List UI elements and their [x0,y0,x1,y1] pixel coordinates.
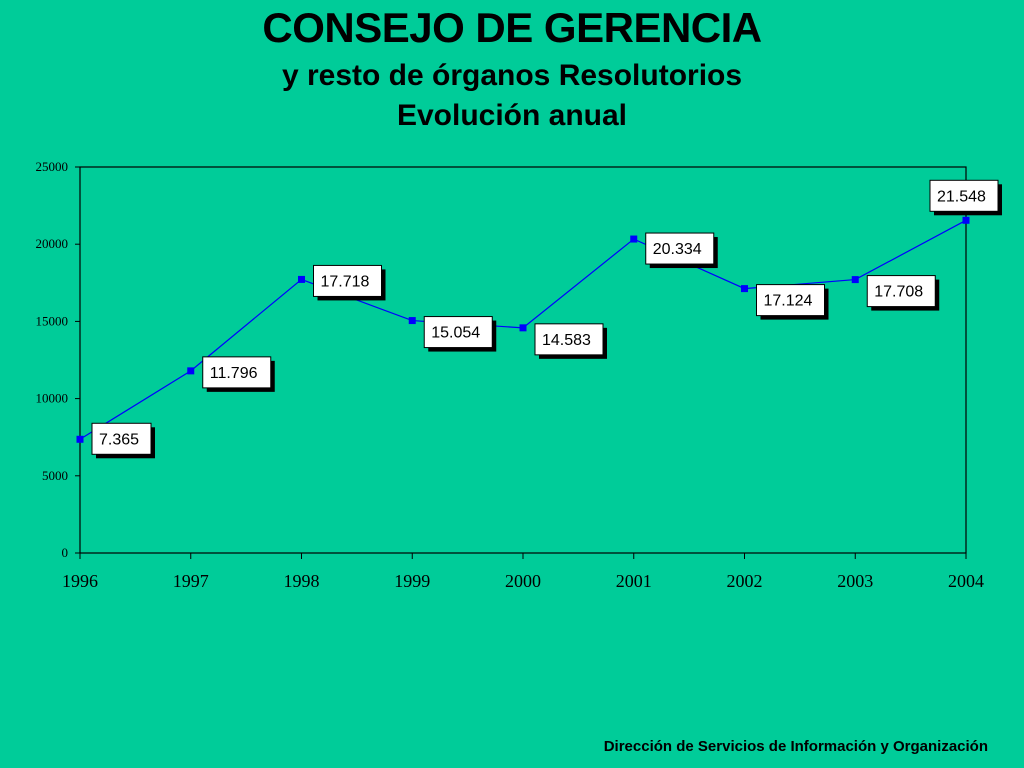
data-label-background [756,284,825,317]
data-label: 7.365 [99,431,139,448]
x-tick-label: 2003 [837,571,873,591]
data-label-box: 17.718 [313,264,386,301]
data-point-marker [519,324,527,332]
data-point-marker [187,367,195,375]
data-label-box: 20.334 [645,232,718,269]
y-tick-label: 15000 [36,313,69,328]
data-point-marker [851,276,859,284]
y-tick-label: 20000 [36,236,69,251]
x-tick-label: 2001 [616,571,652,591]
data-point-marker [630,235,638,243]
x-axis: 1996 1997 1998 1999 2000 2001 2002 2003 2004 [62,553,984,591]
chart-title: CONSEJO DE GERENCIA [262,4,762,51]
x-tick-label: 1996 [62,571,98,591]
x-tick-label: 2004 [948,571,984,591]
chart-subtitle-period: Evolución anual [396,99,628,132]
data-point-marker [298,275,305,283]
data-label-box: 15.054 [423,316,497,352]
data-label-background [91,422,152,455]
chart-subtitle: y resto de órganos Resolutorios [281,59,743,92]
footer-credit: Dirección de Servicios de Información y … [603,738,988,755]
x-tick-label: 1997 [173,571,209,591]
x-tick-label: 2000 [505,571,541,591]
data-label-background [866,275,936,308]
x-tick-label: 1999 [394,571,430,591]
data-label: 17.708 [874,284,923,301]
data-label: 17.718 [321,273,370,290]
data-label-box: 17.708 [866,275,940,311]
y-axis: 0 5000 10000 15000 20000 25000 [36,159,80,560]
data-labels: 7.365 11.796 17.718 15.054 14.583 20.334 17.12… [91,179,1002,459]
data-label: 14.583 [542,332,591,349]
data-label-box: 7.365 [91,422,155,459]
data-label: 21.548 [937,188,986,205]
x-tick-label: 2002 [727,571,763,591]
data-point-marker [741,285,748,293]
data-label: 15.054 [431,325,480,342]
data-label-background [202,356,272,389]
data-series [76,216,970,443]
data-point-marker [962,216,970,224]
data-point-marker [408,317,416,325]
y-tick-label: 10000 [36,391,69,406]
data-label-background [423,316,493,349]
y-tick-label: 25000 [36,159,69,174]
x-tick-label: 1998 [284,571,320,591]
data-label: 20.334 [653,241,702,258]
data-label-box: 14.583 [534,323,607,359]
data-label-background [645,232,715,265]
data-label: 11.796 [210,365,258,382]
data-label-background [534,323,604,356]
data-label: 17.124 [764,293,813,310]
data-label-box: 21.548 [929,179,1002,216]
y-tick-label: 5000 [42,468,68,483]
data-label-box: 11.796 [202,356,275,392]
data-label-box: 17.124 [756,284,829,320]
data-label-background [929,179,999,212]
y-tick-label: 0 [62,545,69,560]
data-point-marker [76,435,84,443]
data-label-background [313,264,382,297]
